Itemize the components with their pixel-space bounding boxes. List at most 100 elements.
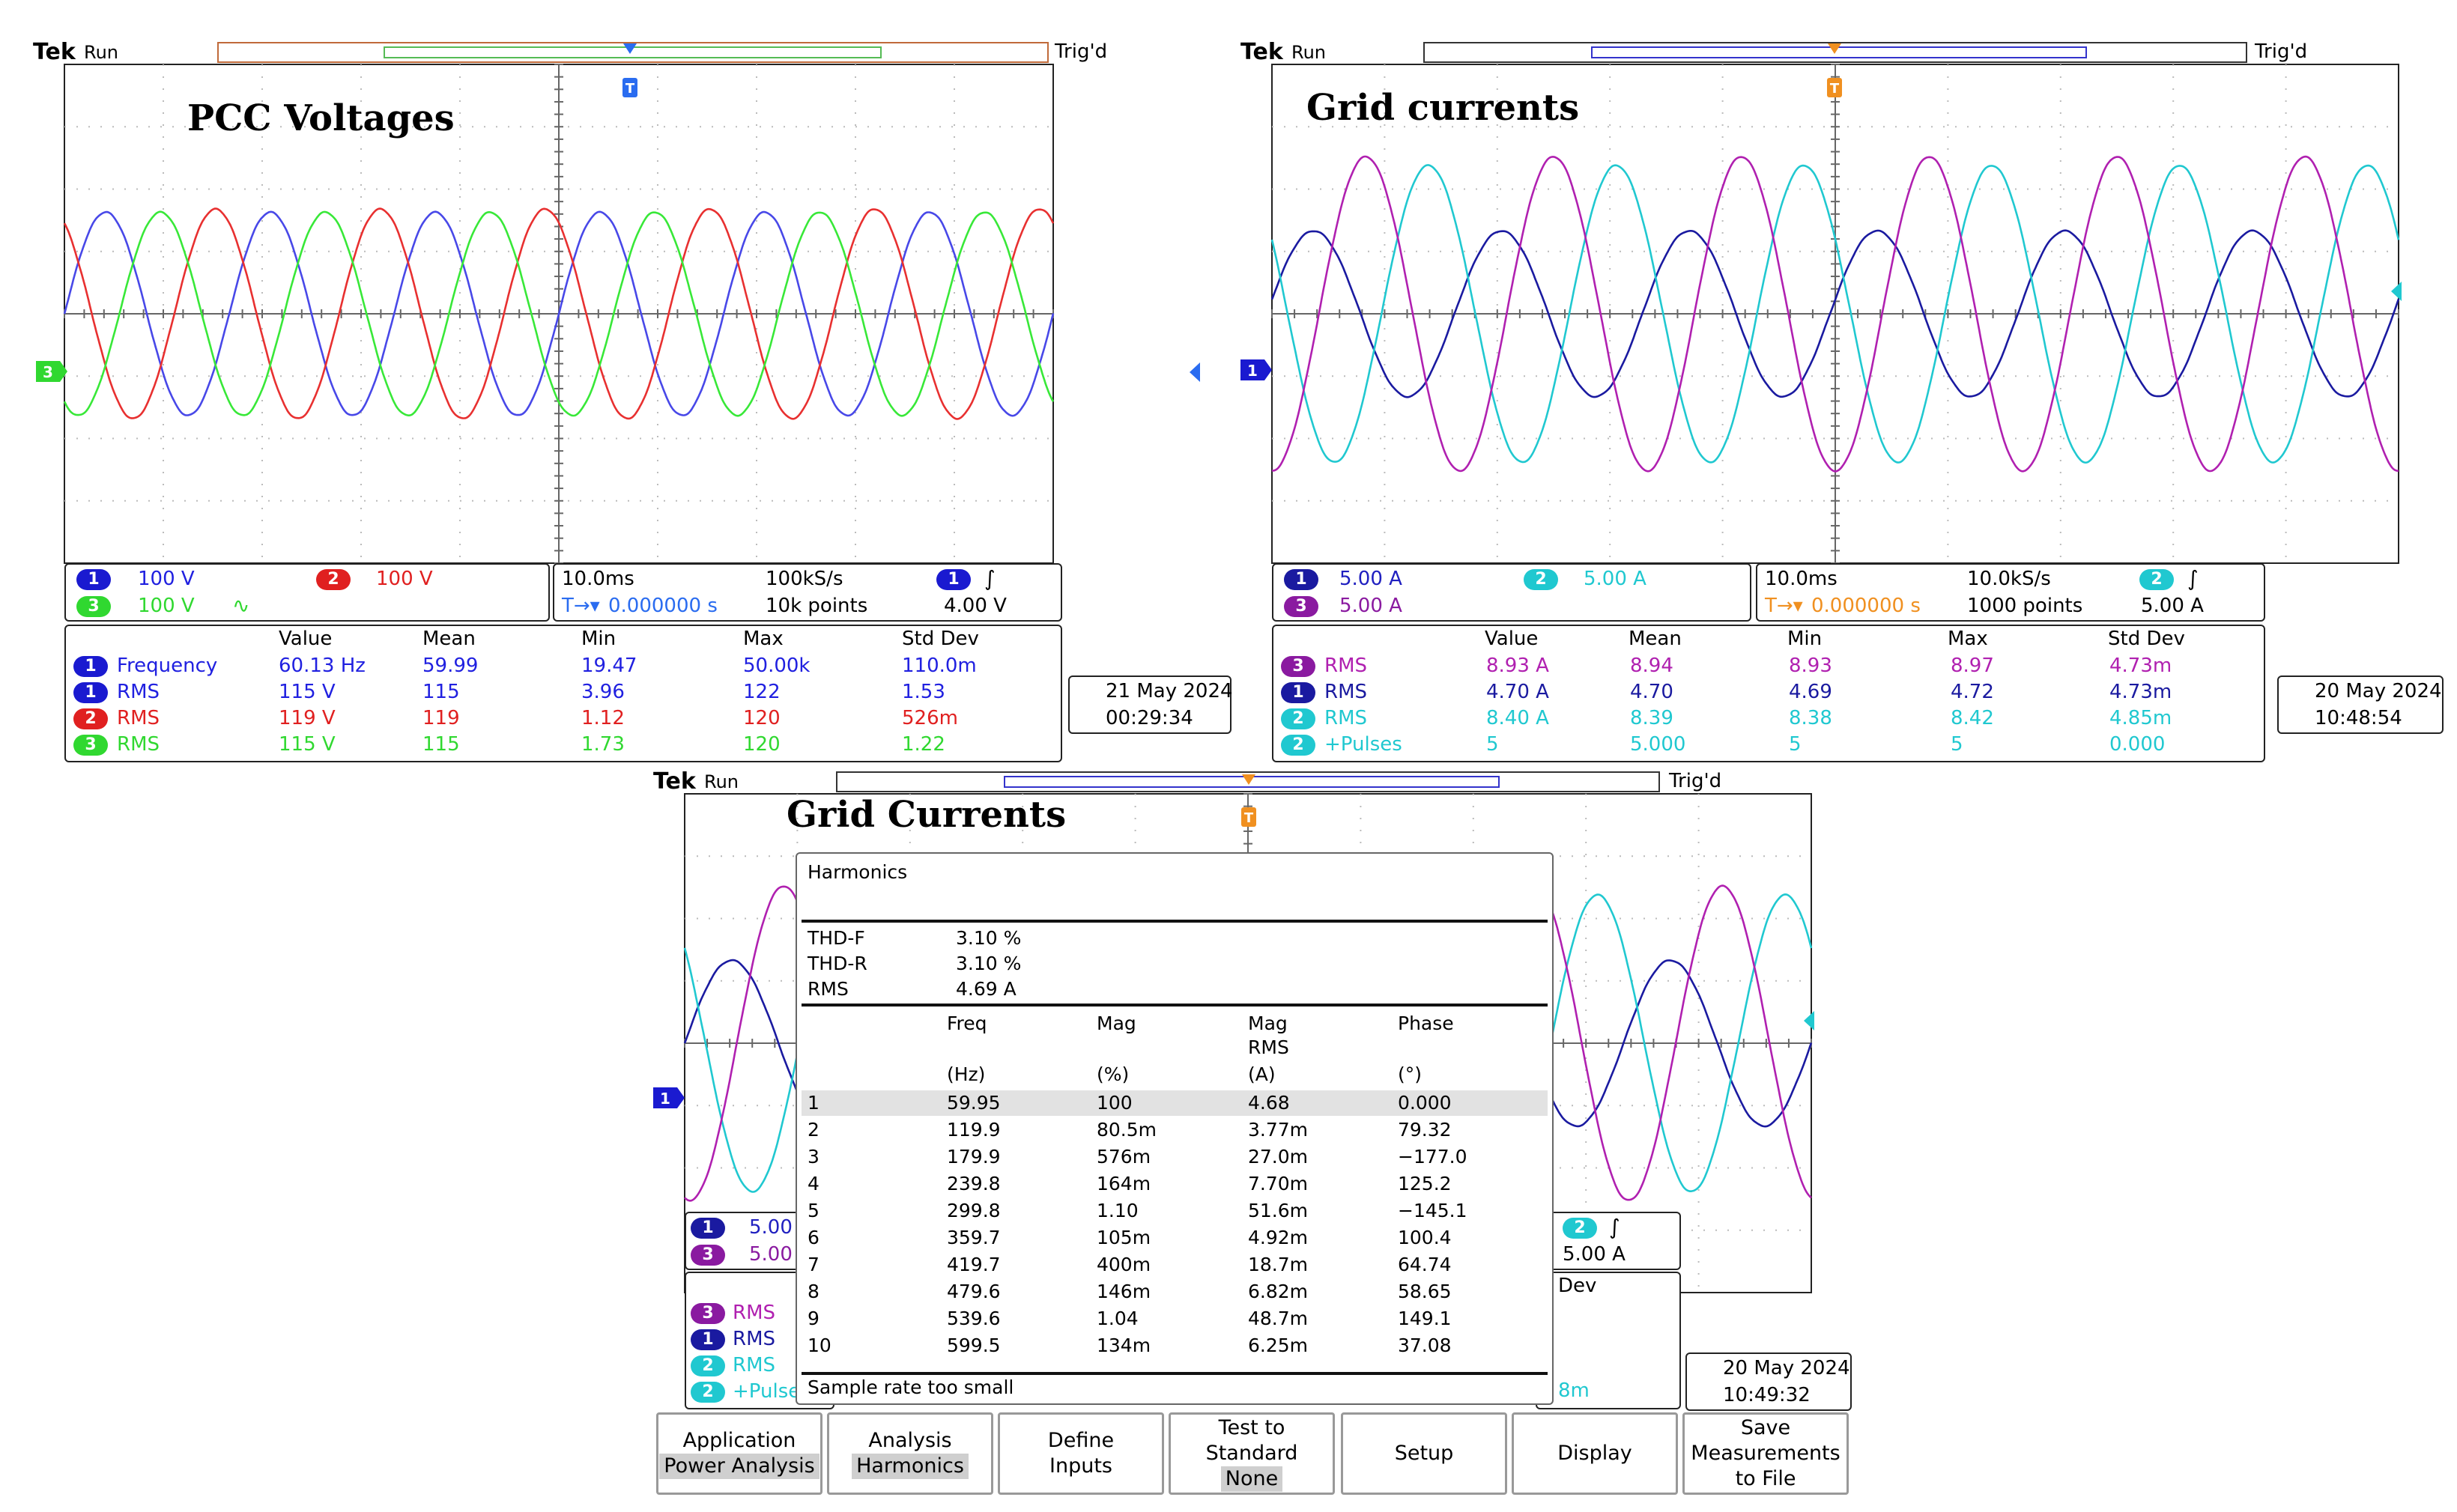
summary-label: RMS <box>808 978 849 1000</box>
harmonic-order[interactable]: 9 <box>808 1308 819 1329</box>
ground-marker-1[interactable]: 1 <box>1240 359 1272 380</box>
harmonic-value: 80.5m <box>1097 1119 1157 1141</box>
menu-button-label: Setup <box>1394 1442 1454 1465</box>
harmonic-value: 0.000 <box>1398 1092 1452 1114</box>
meas-value: 5 <box>1789 733 1802 756</box>
harmonics-window: Harmonics THD-F 3.10 % THD-R 3.10 % RMS … <box>796 852 1554 1405</box>
meas-header: Mean <box>1629 628 1682 650</box>
channel-badge[interactable]: 1 <box>73 682 108 703</box>
ground-marker-1[interactable]: 1 <box>653 1087 685 1108</box>
time: 10:48:54 <box>2315 707 2402 729</box>
meas-name: Frequency <box>117 655 218 677</box>
timebase-box[interactable]: 10.0ms 100kS/s 1 ∫ T→▾ 0.000000 s 10k po… <box>553 563 1062 622</box>
harmonic-order[interactable]: 10 <box>808 1335 831 1356</box>
panel-title: Grid Currents <box>787 794 1067 836</box>
menu-button[interactable]: Define Inputs <box>998 1412 1164 1495</box>
menu-button[interactable]: Application Power Analysis <box>656 1412 822 1495</box>
trigger-position-marker[interactable]: T <box>622 43 637 97</box>
timebase-box-partial[interactable]: 2 ∫ 5.00 A <box>1536 1212 1681 1270</box>
harmonic-order[interactable]: 6 <box>808 1227 819 1248</box>
divider <box>802 1372 1548 1375</box>
channel-badge[interactable]: 2 <box>691 1382 725 1403</box>
meas-value: 8m <box>1558 1379 1590 1402</box>
date: 20 May 2024 <box>1723 1357 1850 1379</box>
tek-logo: Tek <box>33 39 76 65</box>
menu-button[interactable]: Test to Standard None <box>1169 1412 1335 1495</box>
trigger-status: Trig'd <box>2255 40 2308 63</box>
meas-header: Std Dev <box>902 628 979 650</box>
harmonic-order[interactable]: 7 <box>808 1254 819 1275</box>
trigger-level-marker[interactable] <box>1190 362 1200 382</box>
col-unit: (%) <box>1097 1063 1130 1085</box>
trigger-position-marker[interactable]: T <box>1241 774 1256 827</box>
channel-badge[interactable]: 2 <box>1281 735 1315 756</box>
record-view-bar[interactable] <box>1423 42 2247 63</box>
harmonic-value: 100.4 <box>1398 1227 1452 1248</box>
channel-scale-box[interactable]: 1 5.00 A 2 5.00 A 3 5.00 A <box>1272 563 1751 622</box>
trigger-level-marker[interactable] <box>2391 282 2402 301</box>
harmonic-order[interactable]: 5 <box>808 1200 819 1221</box>
channel-badge[interactable]: 2 <box>691 1355 725 1376</box>
channel-badge[interactable]: 1 <box>691 1218 725 1239</box>
time: 10:49:32 <box>1723 1384 1811 1406</box>
summary-value: 3.10 % <box>956 927 1022 949</box>
harmonic-order[interactable]: 3 <box>808 1146 819 1168</box>
harmonic-order[interactable]: 1 <box>808 1092 819 1114</box>
channel-badge[interactable]: 1 <box>1284 569 1318 590</box>
channel-badge[interactable]: 3 <box>1284 596 1318 617</box>
harmonic-value: 4.68 <box>1248 1092 1290 1114</box>
meas-value: 8.39 <box>1630 707 1673 729</box>
menu-button[interactable]: Display <box>1512 1412 1678 1495</box>
rising-edge-icon: ∫ <box>1609 1215 1620 1239</box>
col-header: Phase <box>1398 1012 1454 1034</box>
harmonic-order[interactable]: 4 <box>808 1173 819 1194</box>
channel-badge[interactable]: 1 <box>76 569 111 590</box>
channel-badge[interactable]: 2 <box>73 708 108 729</box>
menu-button-label: None <box>1220 1466 1283 1492</box>
channel-badge[interactable]: 3 <box>73 735 108 756</box>
channel-badge[interactable]: 2 <box>316 569 351 590</box>
meas-value: 122 <box>743 681 781 703</box>
menu-button[interactable]: Analysis Harmonics <box>827 1412 993 1495</box>
channel-badge[interactable]: 3 <box>76 596 111 617</box>
ground-marker-3[interactable]: 3 <box>36 361 67 382</box>
channel-scale: 5.00 A <box>1339 595 1402 617</box>
harmonic-order[interactable]: 2 <box>808 1119 819 1141</box>
menu-button[interactable]: Setup <box>1341 1412 1507 1495</box>
trigger-position-marker[interactable]: T <box>1827 43 1842 97</box>
menu-button[interactable]: Save Measurements to File <box>1682 1412 1849 1495</box>
measurements-table: Value Mean Min Max Std Dev 1 Frequency 60.… <box>64 625 1062 762</box>
trigger-level: 5.00 A <box>2141 595 2204 617</box>
channel-badge[interactable]: 2 <box>1524 569 1558 590</box>
horizontal-position: 0.000000 s <box>1811 595 1921 617</box>
trigger-source-badge[interactable]: 1 <box>936 569 971 590</box>
channel-badge[interactable]: 3 <box>691 1245 725 1266</box>
trigger-level-marker[interactable] <box>1804 1011 1814 1030</box>
channel-badge[interactable]: 1 <box>73 656 108 677</box>
channel-badge[interactable]: 3 <box>1281 656 1315 677</box>
meas-value: 115 <box>422 733 460 756</box>
harmonic-value: 79.32 <box>1398 1119 1452 1141</box>
meas-value: 19.47 <box>581 655 637 677</box>
record-length: 10k points <box>766 595 868 617</box>
record-view-window[interactable] <box>1591 46 2087 58</box>
trigger-source-badge[interactable]: 2 <box>2139 569 2174 590</box>
trigger-position-icon: T→▾ <box>1765 595 1803 617</box>
channel-badge[interactable]: 1 <box>691 1329 725 1350</box>
channel-scale-box[interactable]: 1 100 V 2 100 V 3 100 V ∿ <box>64 563 550 622</box>
channel-badge[interactable]: 3 <box>691 1303 725 1324</box>
channel-badge[interactable]: 1 <box>1281 682 1315 703</box>
harmonic-value: 539.6 <box>947 1308 1001 1329</box>
harmonic-value: 179.9 <box>947 1146 1001 1168</box>
pcc-waveform-svg: T 3 <box>36 43 1200 564</box>
meas-value: 8.93 A <box>1486 655 1549 677</box>
sample-rate: 100kS/s <box>766 568 843 590</box>
trigger-source-badge[interactable]: 2 <box>1563 1218 1597 1239</box>
waveforms <box>1270 155 2400 473</box>
harmonic-order[interactable]: 8 <box>808 1281 819 1302</box>
harmonic-value: 149.1 <box>1398 1308 1452 1329</box>
harmonic-value: 419.7 <box>947 1254 1001 1275</box>
timebase-box[interactable]: 10.0ms 10.0kS/s 2 ∫ T→▾ 0.000000 s 1000 … <box>1756 563 2265 622</box>
meas-value: 8.40 A <box>1486 707 1549 729</box>
channel-badge[interactable]: 2 <box>1281 708 1315 729</box>
